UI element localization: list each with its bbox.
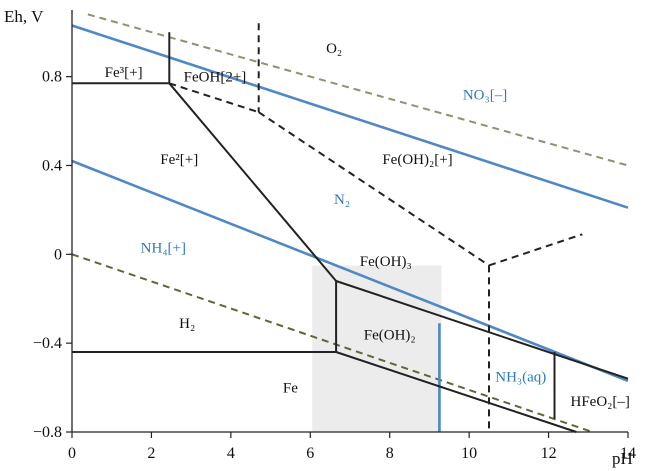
- x-tick-label: 2: [147, 445, 155, 462]
- x-tick-label: 8: [386, 445, 394, 462]
- x-tick-label: 0: [68, 445, 76, 462]
- feoh3-feoh2-boundary-line: [335, 280, 629, 380]
- nh4-n2-boundary-line: [71, 159, 629, 383]
- x-tick-label: 4: [227, 445, 235, 462]
- iron-species-label: FeOH[2+]: [184, 70, 247, 86]
- iron-species-label: O₂: [326, 41, 342, 57]
- iron-species-label: Fe³[+]: [105, 65, 143, 81]
- y-tick-label: −0.4: [33, 335, 62, 352]
- boundary-lines: [71, 13, 629, 433]
- shaded-region: [312, 265, 442, 432]
- nitrogen-species-label: N₂: [334, 192, 350, 208]
- iron-species-label: Fe(OH)₃: [360, 254, 412, 270]
- iron-species-label: Fe²[+]: [160, 152, 198, 168]
- y-axis-title: Eh, V: [4, 7, 44, 26]
- feoh2plus-fe2-boundary-line: [258, 111, 490, 267]
- nitrogen-species-label: NO₃[–]: [463, 87, 507, 103]
- nitrogen-species-label: NH₄[+]: [141, 241, 186, 257]
- nitrogen-species-label: NH₃(aq): [495, 369, 546, 385]
- iron-species-label: Fe(OH)₂: [364, 327, 416, 343]
- x-tick-label: 14: [620, 445, 636, 462]
- iron-species-label: Fe: [283, 381, 298, 397]
- y-tick-label: 0.8: [42, 69, 62, 86]
- feoh3-upper-dashed-line: [488, 233, 583, 267]
- iron-species-label: HFeO₂[–]: [571, 394, 630, 410]
- x-tick-label: 12: [541, 445, 557, 462]
- y-tick-label: 0.4: [42, 157, 62, 174]
- n2-no3-boundary-line: [71, 24, 629, 209]
- fe2-feoh3-boundary-line: [168, 82, 337, 282]
- water-lower-limit-line: [71, 253, 593, 433]
- feoh-feoh2-boundary-line: [168, 82, 260, 114]
- y-tick-label: 0: [54, 246, 62, 263]
- iron-species-label: H₂: [179, 316, 195, 332]
- x-tick-label: 10: [461, 445, 477, 462]
- iron-species-label: Fe(OH)₂[+]: [382, 152, 452, 168]
- region-labels: O₂ Fe³[+] FeOH[2+] Fe²[+] Fe(OH)₂[+] Fe(OH)₃ F…: [105, 41, 630, 410]
- y-tick-label: −0.8: [33, 424, 62, 441]
- feoh2-fe-boundary-line: [335, 351, 577, 433]
- axis-ticks: 0 2 4 6 8 10 12 14 −0.8 −0.4 0 0.4 0.8: [33, 69, 636, 462]
- water-upper-limit-line: [87, 13, 629, 167]
- x-axis-title: pH: [612, 449, 633, 468]
- x-tick-label: 6: [306, 445, 314, 462]
